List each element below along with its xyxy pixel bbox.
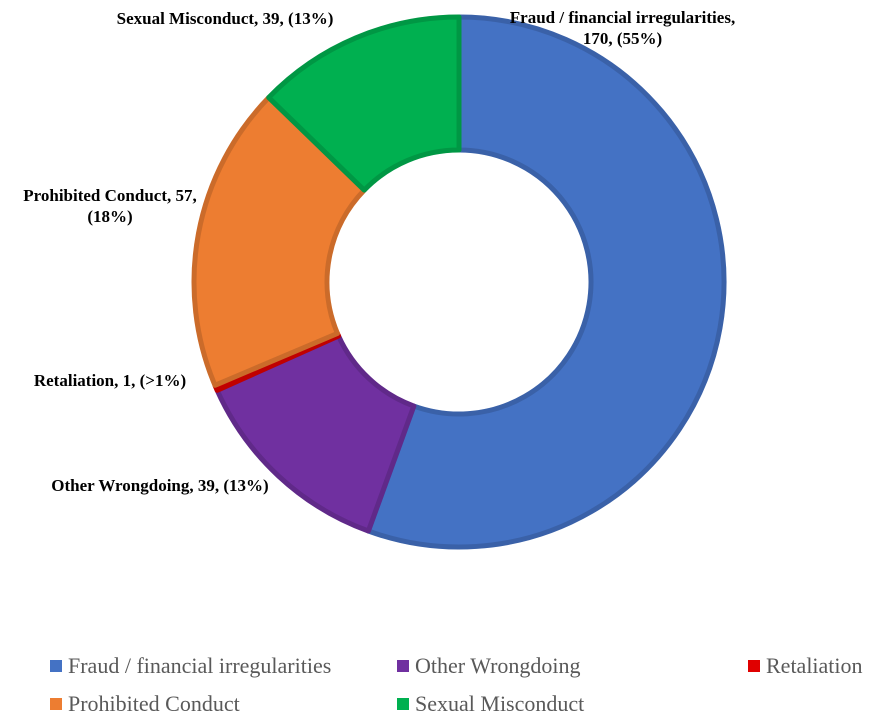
legend-label: Sexual Misconduct bbox=[415, 691, 585, 716]
legend-item: Other Wrongdoing bbox=[397, 653, 581, 679]
slice-border bbox=[365, 14, 727, 550]
data-label: Sexual Misconduct, 39, (13%) bbox=[116, 9, 334, 28]
legend-swatch bbox=[748, 660, 760, 672]
legend-item: Retaliation bbox=[748, 653, 863, 679]
slice bbox=[266, 14, 462, 193]
legend-swatch bbox=[50, 698, 62, 710]
slice bbox=[191, 95, 367, 388]
data-label: Prohibited Conduct, 57, (18%) bbox=[23, 186, 197, 226]
legend-label: Fraud / financial irregularities bbox=[68, 653, 332, 678]
slice bbox=[365, 14, 727, 550]
data-label: Retaliation, 1, (>1%) bbox=[33, 371, 187, 390]
legend-label: Prohibited Conduct bbox=[68, 691, 240, 716]
data-label: Fraud / financial irregularities, 170, (… bbox=[509, 8, 736, 48]
legend-label: Other Wrongdoing bbox=[415, 653, 581, 678]
slice-border bbox=[266, 14, 462, 193]
slice-border bbox=[191, 95, 367, 388]
legend-item: Sexual Misconduct bbox=[397, 691, 584, 717]
legend-label: Retaliation bbox=[766, 653, 863, 678]
legend-swatch bbox=[397, 698, 409, 710]
legend-item: Prohibited Conduct bbox=[50, 691, 240, 717]
legend-item: Fraud / financial irregularities bbox=[50, 653, 331, 679]
legend-swatch bbox=[50, 660, 62, 672]
legend-swatch bbox=[397, 660, 409, 672]
data-label: Other Wrongdoing, 39, (13%) bbox=[51, 476, 269, 495]
